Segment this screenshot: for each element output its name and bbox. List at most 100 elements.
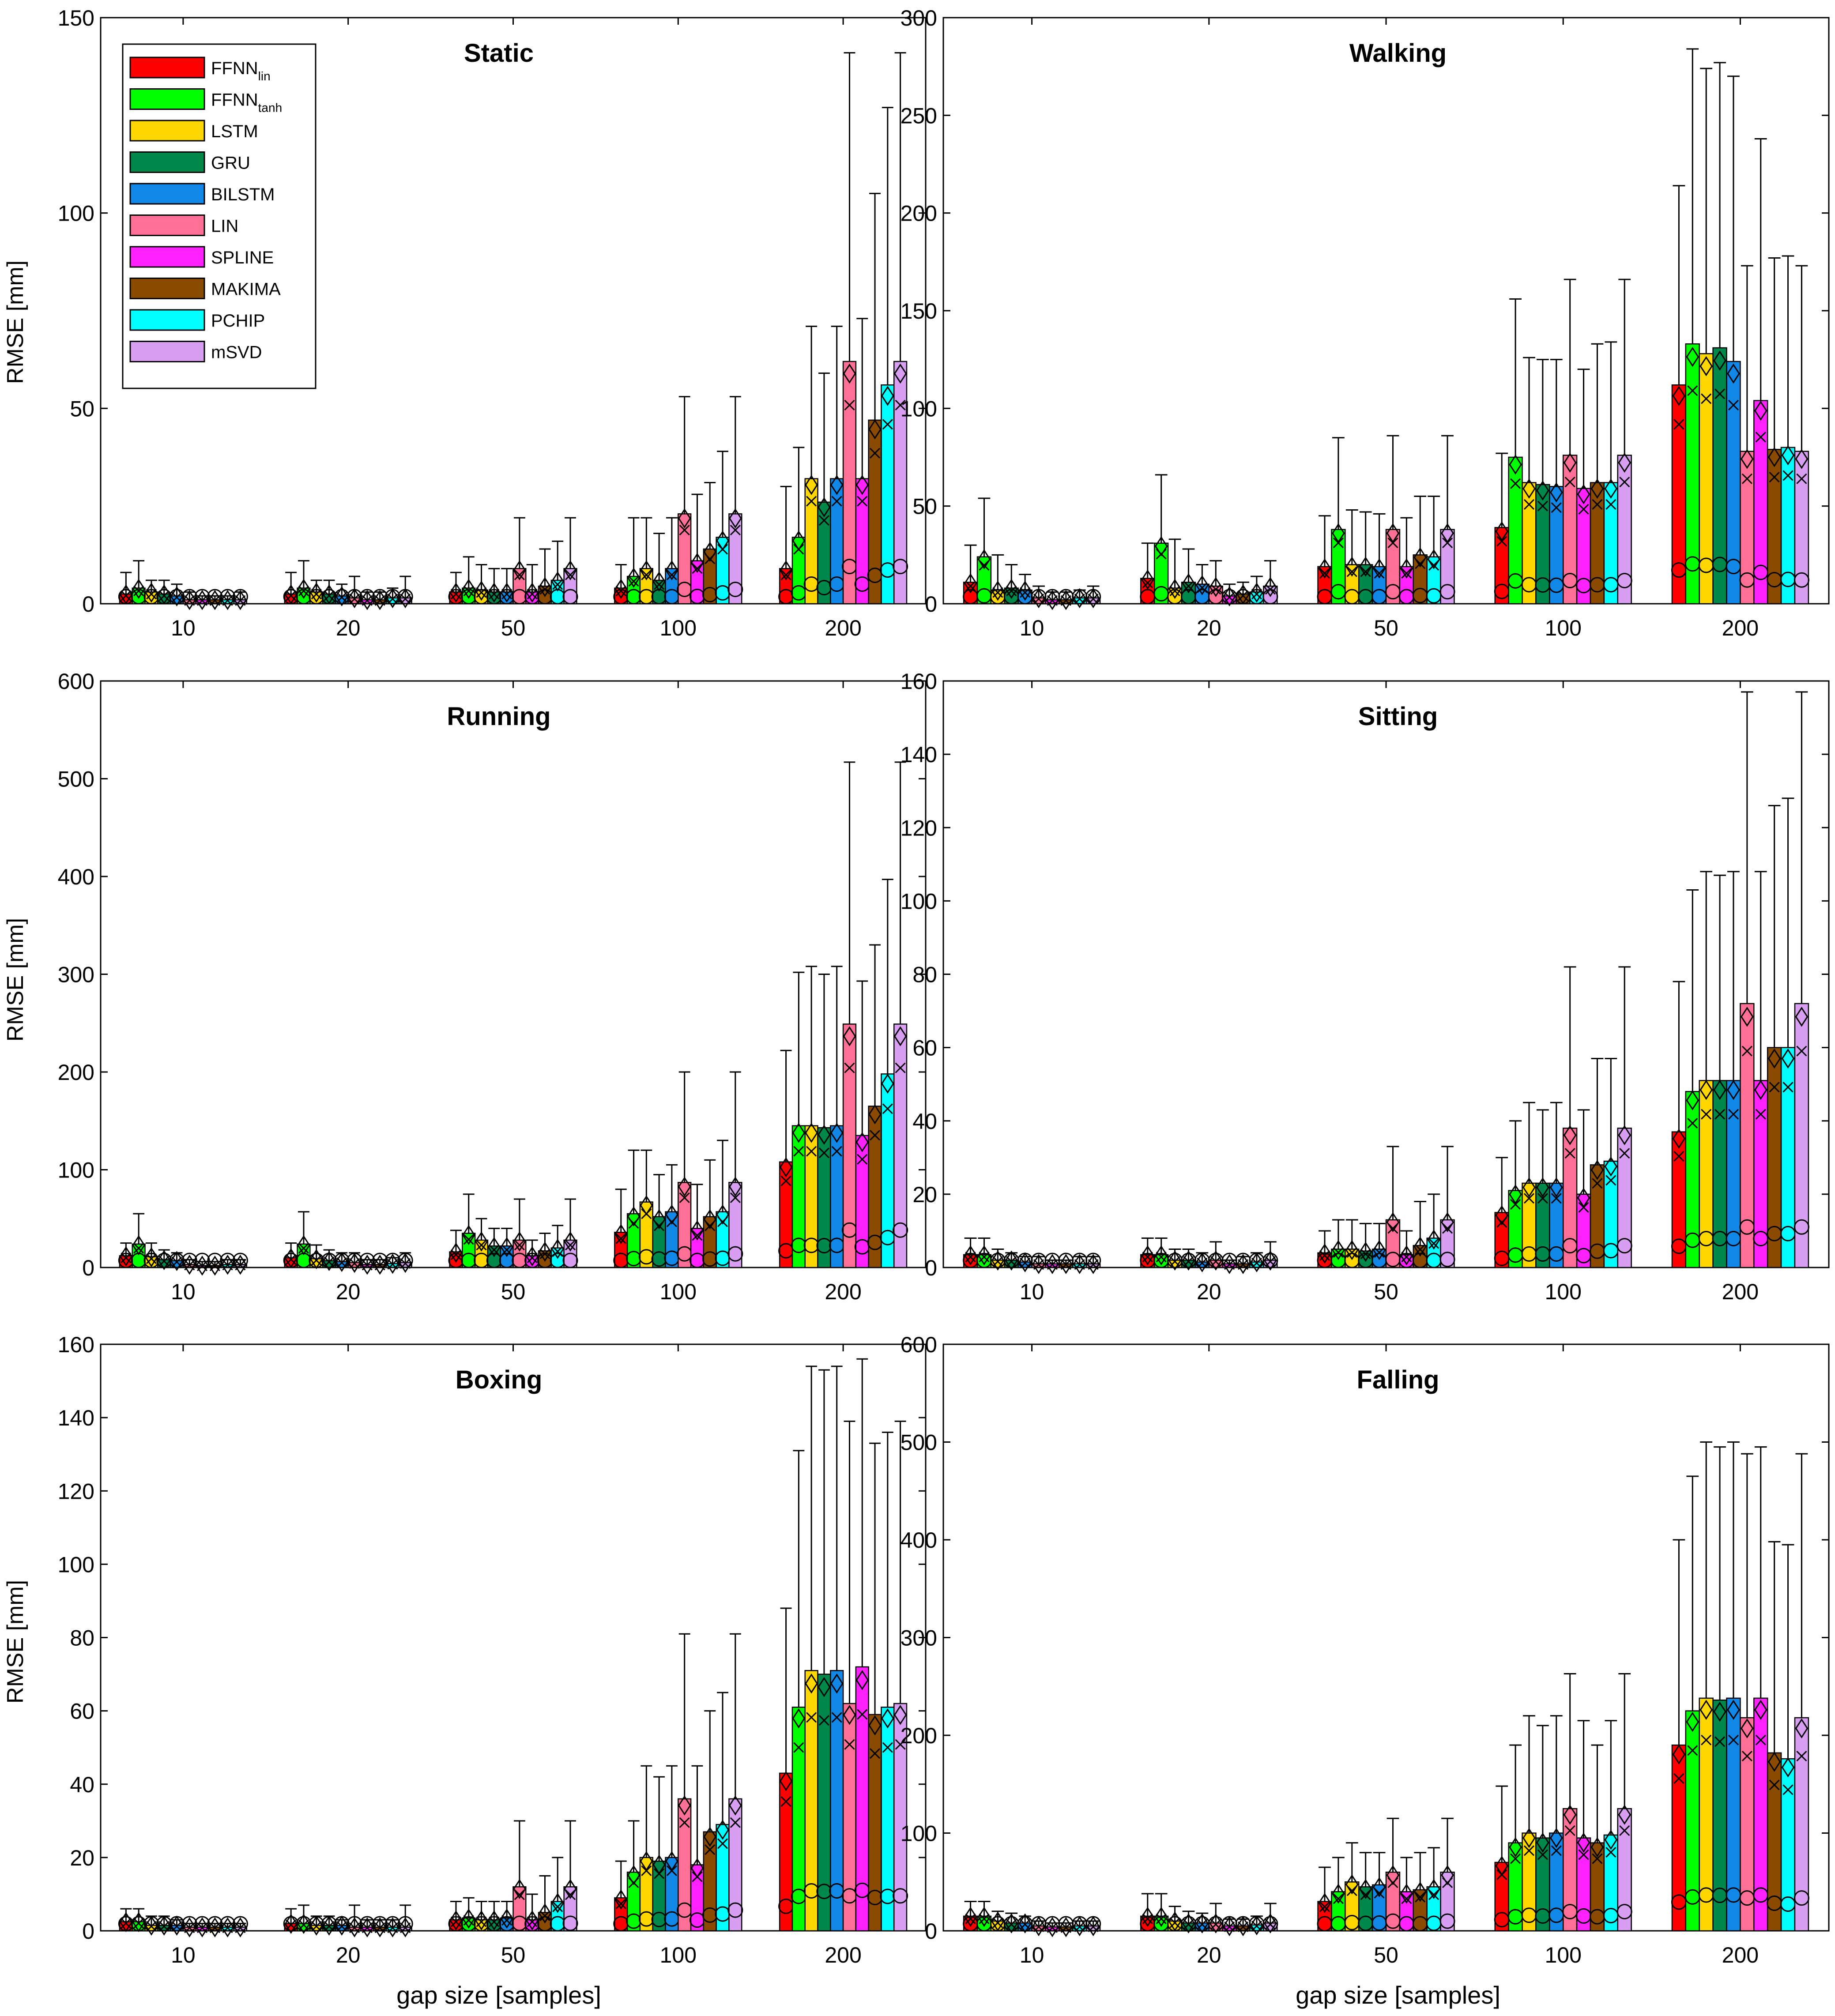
mean-marker	[818, 1677, 831, 1697]
mean-marker	[1318, 1893, 1331, 1913]
bar	[1440, 529, 1455, 605]
bar	[716, 1211, 730, 1268]
median-marker	[1428, 1889, 1439, 1900]
mean-marker	[1618, 1125, 1632, 1145]
bar	[830, 1670, 844, 1932]
mean-marker	[538, 1903, 552, 1924]
median-marker	[298, 585, 309, 597]
mean-marker	[868, 1104, 882, 1125]
min-marker	[232, 589, 248, 605]
mean-marker	[1318, 1243, 1331, 1264]
mean-marker	[1345, 557, 1359, 577]
mean-marker	[1741, 1718, 1754, 1739]
x-tick-label: 50	[501, 1279, 526, 1304]
bar	[1740, 1003, 1755, 1268]
min-marker	[181, 1252, 197, 1268]
bar	[1726, 1080, 1741, 1268]
bar	[1562, 1808, 1578, 1932]
bar	[1358, 1886, 1373, 1932]
y-tick-label: 100	[58, 201, 94, 226]
median-marker	[1551, 1193, 1562, 1204]
bar	[779, 568, 793, 605]
bar	[1685, 1091, 1700, 1268]
median-marker	[1619, 1148, 1630, 1159]
median-marker	[1510, 1853, 1521, 1864]
mean-marker	[716, 1820, 729, 1840]
mean-marker	[551, 1893, 565, 1913]
subplot-title: Walking	[1349, 39, 1447, 68]
mean-marker	[1141, 569, 1154, 590]
mean-marker	[1754, 400, 1767, 421]
bar	[1440, 1219, 1455, 1268]
mean-marker	[1577, 484, 1590, 504]
mean-marker	[1168, 579, 1182, 599]
bar	[1671, 1131, 1687, 1268]
mean-marker	[1509, 454, 1522, 475]
x-tick-label: 10	[1020, 1943, 1044, 1967]
bar	[842, 1703, 857, 1932]
subplot-title: Falling	[1357, 1365, 1439, 1394]
mean-marker	[1563, 1805, 1577, 1825]
median-marker	[857, 1709, 868, 1720]
mean-marker	[1386, 523, 1400, 543]
legend-swatch	[129, 341, 205, 362]
mean-marker	[1767, 1752, 1781, 1772]
y-tick-label: 600	[901, 1332, 937, 1357]
median-marker	[1374, 568, 1385, 579]
bar	[830, 478, 844, 605]
mean-marker	[348, 588, 361, 609]
mean-marker	[614, 1889, 628, 1910]
bar	[1617, 1808, 1632, 1932]
mean-marker	[716, 1204, 729, 1225]
median-marker	[1728, 1734, 1739, 1745]
y-tick-label: 0	[925, 1919, 937, 1944]
median-marker	[806, 1712, 817, 1723]
mean-marker	[881, 1708, 894, 1729]
x-tick-label: 10	[171, 616, 196, 640]
x-tick-label: 20	[336, 616, 361, 640]
median-marker	[679, 524, 690, 536]
median-marker	[895, 399, 906, 410]
bar	[1385, 529, 1401, 605]
y-tick-label: 500	[901, 1430, 937, 1455]
median-marker	[1796, 1750, 1807, 1762]
subplot-title: Sitting	[1358, 702, 1438, 731]
mean-marker	[1590, 1160, 1604, 1180]
mean-marker	[1400, 1884, 1413, 1904]
legend-label: FFNNtanh	[211, 90, 282, 115]
legend-label: SPLINE	[211, 248, 274, 267]
min-marker	[131, 1916, 147, 1932]
mean-marker	[1604, 478, 1618, 499]
median-marker	[1796, 473, 1807, 484]
mean-marker	[1332, 1884, 1345, 1904]
median-marker	[1755, 1734, 1766, 1745]
mean-marker	[652, 571, 666, 592]
y-tick-label: 250	[901, 103, 937, 128]
median-marker	[489, 1244, 500, 1256]
mean-marker	[652, 1209, 666, 1230]
mean-marker	[1727, 1079, 1740, 1100]
mean-marker	[843, 1026, 856, 1046]
y-tick-label: 120	[901, 816, 937, 840]
legend-swatch	[129, 183, 205, 205]
bar	[976, 556, 992, 605]
y-tick-label: 80	[70, 1626, 94, 1651]
median-marker	[552, 1901, 563, 1912]
bar	[1372, 1884, 1387, 1932]
mean-marker	[183, 590, 196, 610]
bar	[1794, 1003, 1809, 1268]
mean-marker	[678, 508, 691, 529]
mean-marker	[1345, 1874, 1359, 1895]
mean-marker	[373, 1917, 387, 1937]
bar	[703, 1216, 717, 1268]
median-marker	[654, 579, 665, 590]
mean-marker	[234, 1254, 247, 1275]
x-tick-label: 50	[1374, 1279, 1398, 1304]
mean-marker	[1086, 588, 1100, 609]
mean-marker	[855, 1670, 869, 1690]
mean-marker	[665, 1204, 678, 1225]
y-tick-label: 300	[901, 1626, 937, 1651]
x-tick-label: 20	[336, 1279, 361, 1304]
bar	[893, 1023, 908, 1268]
bar	[804, 1670, 818, 1932]
